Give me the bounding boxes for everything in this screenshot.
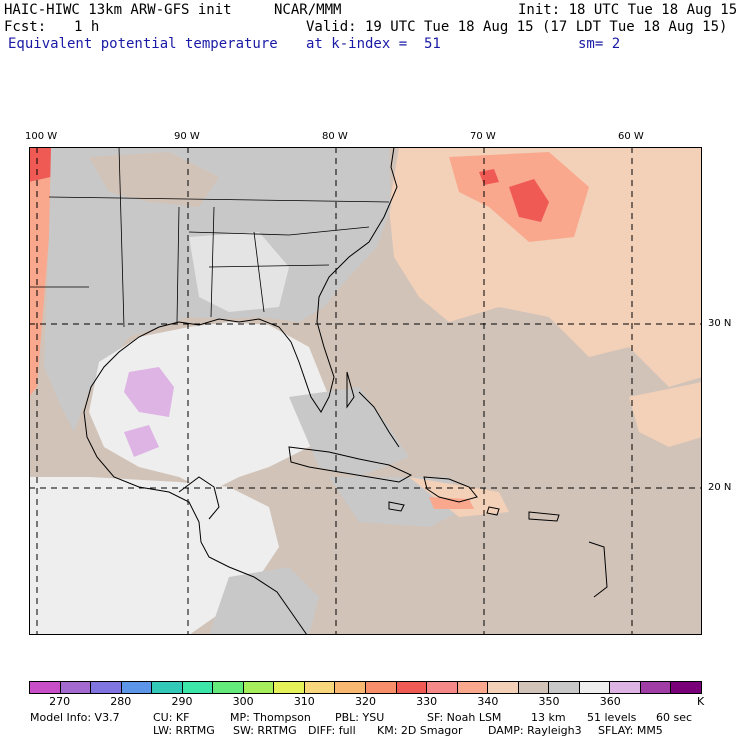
field-name: Equivalent potential temperature <box>8 36 278 52</box>
org-label: NCAR/MMM <box>274 2 342 18</box>
colorbar-swatch-13 <box>427 682 458 693</box>
colorbar-swatch-15 <box>488 682 519 693</box>
lon-label-70w: 70 W <box>470 131 496 142</box>
colorbar-swatch-7 <box>243 682 275 693</box>
red-patch <box>509 179 549 222</box>
theta-e-map[interactable] <box>29 147 702 635</box>
lon-label-100w: 100 W <box>25 131 58 142</box>
colorbar-swatch-3 <box>121 682 153 693</box>
footer-damp: DAMP: Rayleigh3 <box>488 724 582 737</box>
smooth-label: sm= 2 <box>578 36 621 52</box>
colorbar-swatch-9 <box>304 682 336 693</box>
footer-levels: 51 levels <box>587 711 637 724</box>
colorbar-swatch-10 <box>335 682 367 693</box>
caribbean-gray <box>209 567 319 635</box>
colorbar-swatch-16 <box>518 682 550 693</box>
fcst-value: 1 h <box>74 19 100 35</box>
footer-pbl: PBL: YSU <box>335 711 385 724</box>
hispaniola-warm <box>409 477 509 517</box>
footer-diff: DIFF: full <box>308 724 356 737</box>
model-title: HAIC-HIWC 13km ARW-GFS init <box>4 2 232 18</box>
colorbar-swatch-8 <box>274 682 305 693</box>
colorbar-swatch-2 <box>91 682 122 693</box>
lilac-patch-2 <box>124 425 159 457</box>
colorbar-swatch-5 <box>182 682 214 693</box>
central-america-light <box>29 477 279 635</box>
colorbar-tick-280: 280 <box>110 695 132 708</box>
hispaniola-salmon <box>429 497 474 509</box>
colorbar-tick-300: 300 <box>232 695 254 708</box>
footer-model-info: Model Info: V3.7 <box>30 711 120 724</box>
atlantic-warm-region <box>389 147 702 387</box>
colorbar-swatch-12 <box>396 682 428 693</box>
lon-label-90w: 90 W <box>174 131 200 142</box>
southeast-light <box>189 232 289 312</box>
lon-label-60w: 60 W <box>618 131 644 142</box>
colorbar-tick-360: 360 <box>599 695 621 708</box>
colorbar-swatch-18 <box>579 682 611 693</box>
map-frame <box>29 147 702 635</box>
colorbar-tick-330: 330 <box>416 695 438 708</box>
colorbar-swatch-11 <box>366 682 397 693</box>
fcst-label: Fcst: <box>4 19 47 35</box>
state-borders <box>29 147 390 328</box>
footer-sflay: SFLAY: MM5 <box>598 724 663 737</box>
footer-lw: LW: RRTMG <box>153 724 215 737</box>
colorbar-swatch-21 <box>671 682 702 693</box>
colorbar-swatch-1 <box>60 682 92 693</box>
colorbar-swatch-19 <box>610 682 641 693</box>
footer-timestep: 60 sec <box>656 711 693 724</box>
colorbar-tick-270: 270 <box>49 695 71 708</box>
footer-sf: SF: Noah LSM <box>427 711 502 724</box>
atlantic-warm-patch <box>629 382 702 447</box>
colorbar-swatch-20 <box>640 682 672 693</box>
red-patch-west <box>29 147 54 182</box>
footer-sw: SW: RRTMG <box>233 724 297 737</box>
colorbar-tick-290: 290 <box>171 695 193 708</box>
colorbar <box>29 681 702 694</box>
colorbar-tick-340: 340 <box>477 695 499 708</box>
colorbar-swatch-14 <box>457 682 489 693</box>
graticule <box>29 147 702 635</box>
lat-label-30n: 30 N <box>708 318 732 329</box>
colorbar-tick-310: 310 <box>293 695 315 708</box>
plains-warm <box>89 152 219 207</box>
init-time: Init: 18 UTC Tue 18 Aug 15 <box>518 2 738 18</box>
colorbar-unit: K <box>697 695 705 708</box>
colorbar-tick-350: 350 <box>538 695 560 708</box>
colorbar-tick-320: 320 <box>355 695 376 708</box>
colorbar-swatch-6 <box>213 682 244 693</box>
footer-mp: MP: Thompson <box>230 711 311 724</box>
colorbar-swatch-4 <box>152 682 183 693</box>
lat-label-20n: 20 N <box>708 482 732 493</box>
footer-km: KM: 2D Smagor <box>377 724 463 737</box>
lilac-patch <box>124 367 174 417</box>
footer-resolution: 13 km <box>531 711 566 724</box>
valid-time: Valid: 19 UTC Tue 18 Aug 15 (17 LDT Tue … <box>306 19 728 35</box>
lon-label-80w: 80 W <box>322 131 348 142</box>
colorbar-swatch-0 <box>30 682 61 693</box>
footer-cu: CU: KF <box>153 711 190 724</box>
colorbar-swatch-17 <box>549 682 580 693</box>
level-label: at k-index = 51 <box>306 36 441 52</box>
